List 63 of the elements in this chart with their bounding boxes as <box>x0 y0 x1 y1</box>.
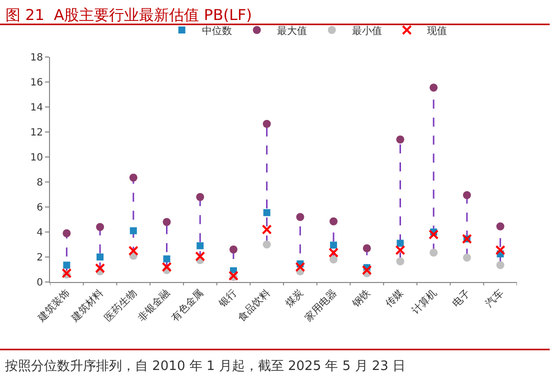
point <box>462 191 471 200</box>
point <box>63 262 70 269</box>
x-tick-label: 建筑装饰 <box>34 287 72 325</box>
point <box>62 229 71 238</box>
y-tick-label: 14 <box>30 102 43 114</box>
y-tick-label: 18 <box>30 52 43 64</box>
text: 按照分位数升序排列，自 2010 年 1 月起，截至 2025 年 5 月 23 日 <box>5 358 406 374</box>
point <box>228 270 238 281</box>
point <box>462 254 471 262</box>
point <box>396 240 404 247</box>
point <box>428 230 439 240</box>
point <box>396 136 404 144</box>
point <box>95 263 106 274</box>
point <box>295 262 306 272</box>
point <box>495 245 506 256</box>
point <box>62 268 72 278</box>
y-tick-label: 6 <box>36 202 43 214</box>
point <box>128 246 138 256</box>
point <box>430 84 438 92</box>
point <box>196 242 204 250</box>
point <box>296 213 304 221</box>
point <box>395 245 406 256</box>
point <box>330 256 338 264</box>
point <box>162 218 171 226</box>
x-tick-label: 计算机 <box>410 287 440 317</box>
point <box>162 262 172 272</box>
point <box>496 222 504 230</box>
chart-title: 图 21 A股主要行业最新估值 PB(LF) <box>6 6 252 24</box>
legend-label: 最大值 <box>276 24 307 37</box>
legend-label: 中位数 <box>202 24 232 37</box>
y-tick-label: 8 <box>36 178 43 188</box>
point <box>396 257 404 266</box>
point <box>130 227 137 234</box>
point <box>330 242 338 249</box>
point <box>229 246 238 254</box>
x-tick-label: 电子 <box>450 287 473 310</box>
y-tick-label: 10 <box>30 152 43 164</box>
y-tick-label: 4 <box>36 228 43 238</box>
point <box>430 248 438 257</box>
point <box>129 174 138 182</box>
point <box>262 224 272 234</box>
x-tick-label: 传媒 <box>384 288 406 310</box>
legend-label: 现值 <box>426 26 447 37</box>
point <box>195 251 206 262</box>
point <box>362 265 372 276</box>
point <box>96 254 104 260</box>
x-tick-label: 汽车 <box>483 287 506 310</box>
y-tick-label: 16 <box>30 78 43 88</box>
point <box>163 255 170 262</box>
point <box>263 209 270 216</box>
point <box>362 244 371 252</box>
point <box>328 248 339 258</box>
point <box>96 223 104 231</box>
legend-label: 最小值 <box>352 24 382 37</box>
point <box>262 120 271 128</box>
point <box>330 217 338 226</box>
point <box>262 240 271 248</box>
y-tick-label: 12 <box>30 128 43 138</box>
point <box>196 193 204 201</box>
y-tick-label: 0 <box>36 278 43 288</box>
x-tick-label: 钢铁 <box>349 287 373 311</box>
point <box>496 261 504 270</box>
y-tick-label: 2 <box>36 252 43 264</box>
